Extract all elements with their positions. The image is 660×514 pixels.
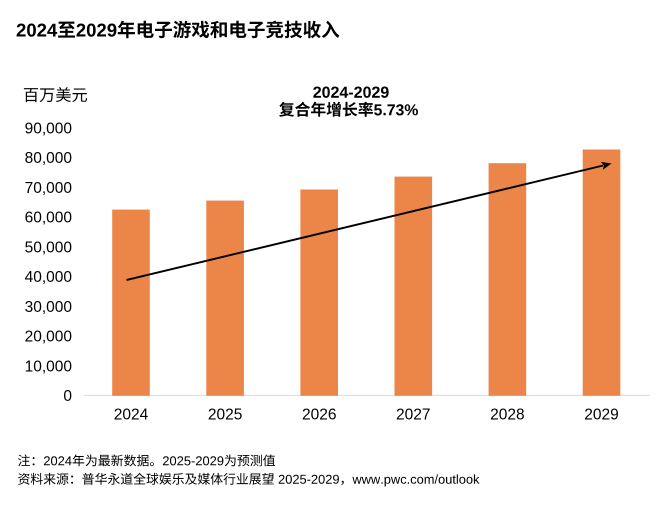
svg-text:40,000: 40,000 — [25, 269, 73, 286]
svg-text:70,000: 70,000 — [25, 180, 73, 197]
svg-text:90,000: 90,000 — [25, 120, 73, 137]
svg-text:2028: 2028 — [490, 406, 524, 423]
svg-text:80,000: 80,000 — [25, 150, 73, 167]
svg-text:50,000: 50,000 — [25, 239, 73, 256]
svg-text:20,000: 20,000 — [25, 329, 73, 346]
svg-text:2026: 2026 — [302, 406, 336, 423]
svg-text:60,000: 60,000 — [25, 210, 73, 227]
svg-text:10,000: 10,000 — [25, 358, 73, 375]
svg-text:30,000: 30,000 — [25, 299, 73, 316]
svg-text:2027: 2027 — [396, 406, 430, 423]
svg-text:2025: 2025 — [208, 406, 242, 423]
svg-text:0: 0 — [63, 388, 72, 405]
svg-text:2029: 2029 — [584, 406, 618, 423]
svg-text:2024: 2024 — [114, 406, 149, 423]
